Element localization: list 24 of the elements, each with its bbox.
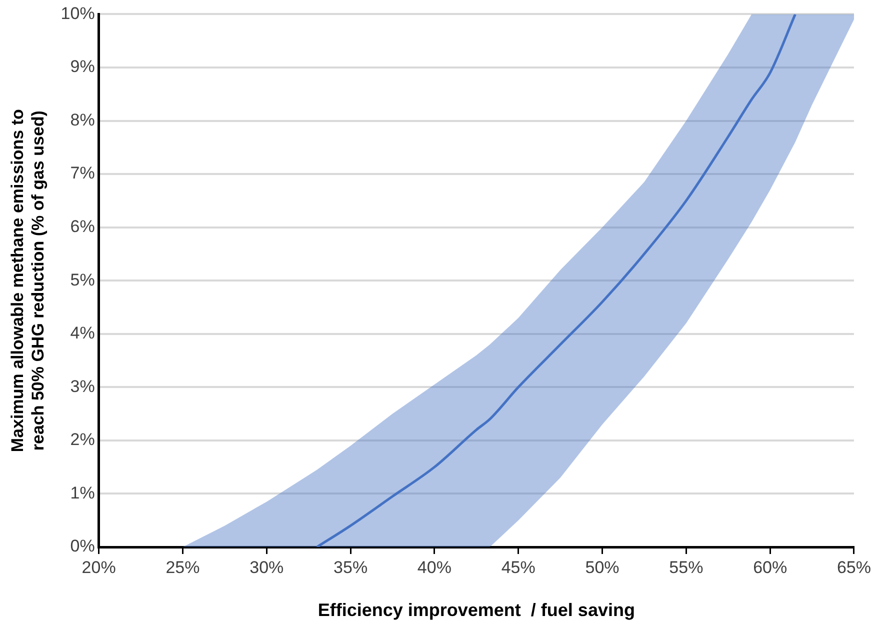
y-tick-label: 9% <box>70 57 95 76</box>
y-tick-label: 5% <box>70 270 95 290</box>
y-axis-title: Maximum allowable methane emissions to reach 50% GHG reduction (% of gas used) <box>8 109 48 452</box>
x-tick-label: 35% <box>334 558 368 577</box>
x-tick-label: 60% <box>753 558 788 577</box>
x-tick-label: 20% <box>82 558 116 577</box>
y-tick-label: 1% <box>70 483 95 502</box>
x-tick-label: 30% <box>250 558 284 577</box>
y-tick-label: 0% <box>70 536 95 556</box>
y-tick-label: 8% <box>70 110 95 130</box>
y-tick-label: 3% <box>70 376 95 396</box>
x-tick-label: 25% <box>166 558 200 577</box>
x-tick-label: 55% <box>669 558 704 577</box>
y-tick-label: 2% <box>70 430 95 450</box>
x-axis-title: Efficiency improvement / fuel saving <box>318 600 635 620</box>
y-tick-label: 7% <box>70 164 95 183</box>
x-tick-label: 45% <box>501 558 536 577</box>
x-tick-label: 50% <box>585 558 620 577</box>
x-tick-label: 40% <box>417 558 452 577</box>
x-tick-label: 65% <box>836 558 872 577</box>
y-tick-label: 6% <box>70 217 95 236</box>
line-series <box>316 14 797 547</box>
y-tick-label: 10% <box>60 4 95 23</box>
y-tick-label: 4% <box>70 324 95 343</box>
